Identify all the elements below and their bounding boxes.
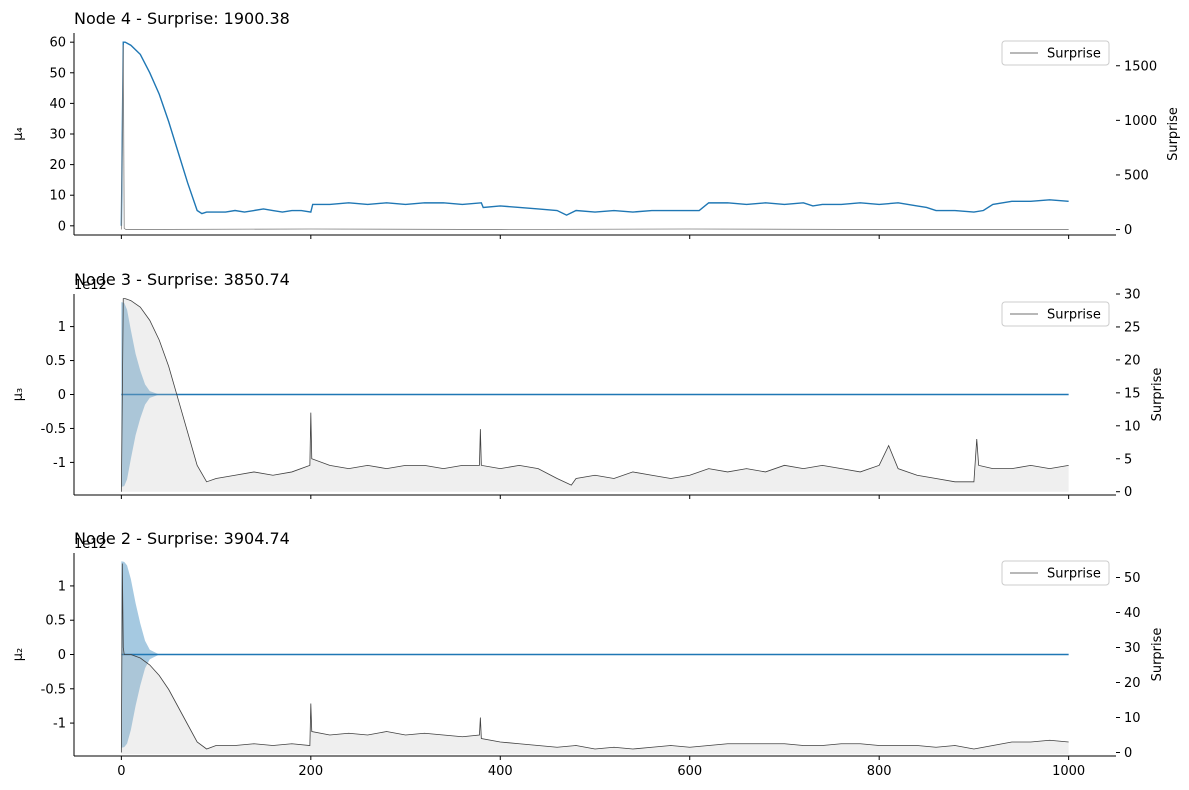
y-offset-label: 1e12 xyxy=(74,537,107,552)
y-right-tick-label: 20 xyxy=(1124,676,1141,691)
y-axis-label: μ₂ xyxy=(11,648,26,661)
legend-label: Surprise xyxy=(1047,308,1101,323)
y-axis-label: μ₃ xyxy=(11,388,26,401)
y-tick-label: -1 xyxy=(53,717,66,732)
y-tick-label: 60 xyxy=(49,36,66,51)
y-axis-label: μ₄ xyxy=(11,127,26,140)
legend-box xyxy=(1001,40,1110,66)
y-right-tick-label: 0 xyxy=(1124,485,1132,500)
y-tick-label: 50 xyxy=(49,66,66,81)
surprise-line xyxy=(120,45,1069,230)
x-tick-label: 400 xyxy=(488,764,513,779)
y-tick-label: 0.5 xyxy=(45,614,66,629)
y-right-tick-label: 25 xyxy=(1124,320,1141,335)
y-right-tick-label: 10 xyxy=(1124,419,1141,434)
y-right-tick-label: 40 xyxy=(1124,606,1141,621)
x-tick-label: 0 xyxy=(117,764,125,779)
y-tick-label: 30 xyxy=(49,128,66,143)
x-tick-label: 1000 xyxy=(1052,764,1085,779)
surprise-area xyxy=(121,563,1069,755)
y-right-tick-label: 0 xyxy=(1124,746,1132,761)
y-tick-label: 1 xyxy=(58,320,66,335)
y-right-tick-label: 1500 xyxy=(1124,59,1157,74)
panel-1: Node 4 - Surprise: 1900.38 0 10 20 30 40 50 60 0… xyxy=(11,9,1181,239)
legend-box xyxy=(1001,560,1110,586)
y-right-tick-label: 10 xyxy=(1124,711,1141,726)
y-offset-label: 1e12 xyxy=(74,278,107,293)
y-tick-label: 10 xyxy=(49,189,66,204)
x-tick-label: 600 xyxy=(677,764,702,779)
legend-box xyxy=(1001,301,1110,327)
x-tick-label: 800 xyxy=(867,764,892,779)
y-right-tick-label: 500 xyxy=(1124,168,1149,183)
chart-title: Node 2 - Surprise: 3904.74 xyxy=(74,529,290,548)
y-right-tick-label: 15 xyxy=(1124,386,1141,401)
legend-label: Surprise xyxy=(1047,47,1101,62)
y-tick-label: 20 xyxy=(49,158,66,173)
y-tick-label: 40 xyxy=(49,97,66,112)
mu-line xyxy=(120,41,1069,226)
y-tick-label: 0 xyxy=(58,388,66,403)
y-tick-label: 0 xyxy=(58,219,66,234)
y-tick-label: -0.5 xyxy=(41,682,66,697)
y-tick-label: 1 xyxy=(58,579,66,594)
y-right-axis-label: Surprise xyxy=(1150,628,1165,682)
legend-label: Surprise xyxy=(1047,567,1101,582)
x-tick-label: 200 xyxy=(298,764,323,779)
y-right-tick-label: 1000 xyxy=(1124,114,1157,129)
surprise-line xyxy=(120,563,1069,753)
chart-title: Node 3 - Surprise: 3850.74 xyxy=(74,270,290,289)
y-tick-label: -1 xyxy=(53,456,66,471)
surprise-line xyxy=(120,298,1069,492)
y-right-tick-label: 30 xyxy=(1124,288,1141,303)
y-right-axis-label: Surprise xyxy=(1166,107,1181,161)
y-right-tick-label: 20 xyxy=(1124,353,1141,368)
y-tick-label: -0.5 xyxy=(41,422,66,437)
y-right-tick-label: 30 xyxy=(1124,641,1141,656)
y-tick-label: 0 xyxy=(58,648,66,663)
y-right-axis-label: Surprise xyxy=(1150,368,1165,422)
y-right-tick-label: 0 xyxy=(1124,223,1132,238)
y-tick-label: 0.5 xyxy=(45,354,66,369)
chart-title: Node 4 - Surprise: 1900.38 xyxy=(74,9,290,28)
y-right-tick-label: 5 xyxy=(1124,452,1132,467)
y-right-tick-label: 50 xyxy=(1124,571,1141,586)
